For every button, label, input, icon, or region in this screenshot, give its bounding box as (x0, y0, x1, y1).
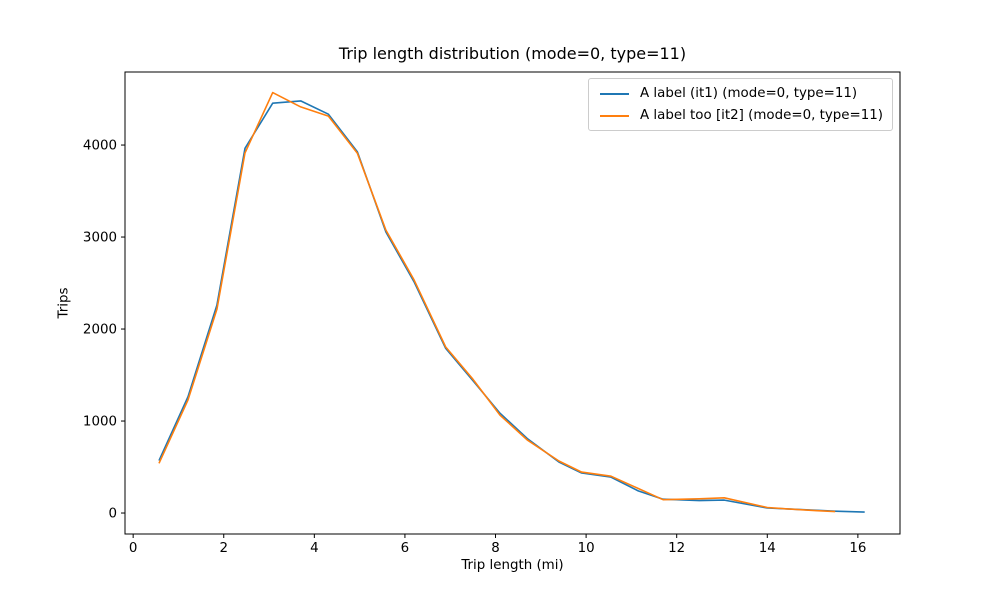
x-tick-label: 0 (129, 541, 138, 556)
x-tick-label: 4 (310, 541, 319, 556)
y-tick-label: 0 (108, 507, 117, 522)
series-line-2 (158, 91, 836, 513)
y-tick-label: 4000 (83, 139, 117, 154)
x-tick-label: 12 (668, 541, 685, 556)
x-axis-label: Trip length (mi) (461, 558, 564, 573)
legend-label-it2: A label too [it2] (mode=0, type=11) (640, 108, 883, 123)
series-line-1 (158, 100, 865, 513)
legend: A label (it1) (mode=0, type=11) A label … (588, 78, 893, 131)
axes-spines (124, 71, 901, 535)
legend-label-it1: A label (it1) (mode=0, type=11) (640, 86, 858, 101)
x-tick-label: 2 (219, 541, 228, 556)
chart-title: Trip length distribution (mode=0, type=1… (338, 44, 687, 63)
y-axis-label: Trips (56, 287, 72, 319)
x-tick-label: 8 (491, 541, 500, 556)
x-tick-label: 16 (849, 541, 866, 556)
legend-line-swatch-it2 (600, 114, 629, 117)
legend-item: A label (it1) (mode=0, type=11) (600, 84, 883, 103)
x-tick-label: 10 (578, 541, 595, 556)
x-tick-label: 6 (401, 541, 410, 556)
y-tick-label: 3000 (83, 231, 117, 246)
x-tick-label: 14 (759, 541, 776, 556)
legend-line-swatch-it1 (600, 92, 629, 95)
y-tick-label: 1000 (83, 415, 117, 430)
y-tick-label: 2000 (83, 323, 117, 338)
legend-item: A label too [it2] (mode=0, type=11) (600, 106, 883, 125)
